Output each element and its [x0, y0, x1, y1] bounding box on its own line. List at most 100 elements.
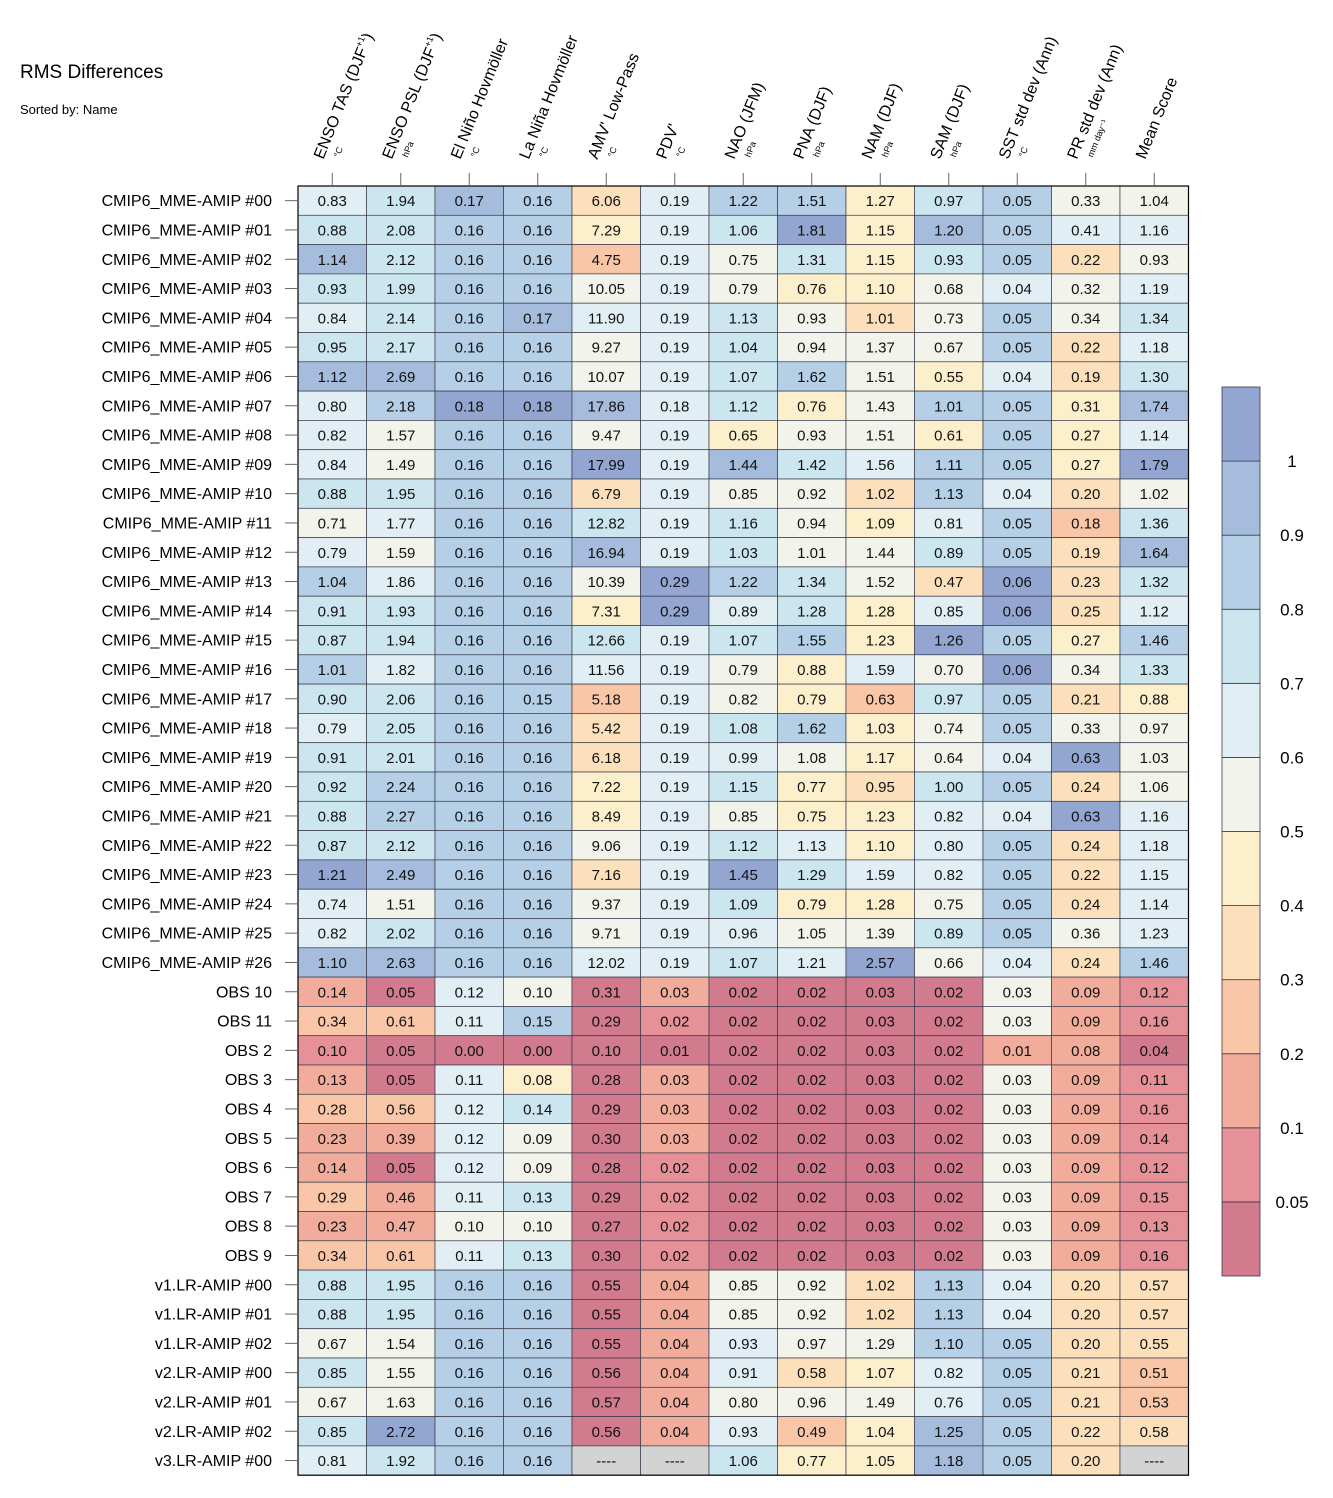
- cell-value: 0.10: [592, 1043, 621, 1060]
- heatmap-cell: [982, 449, 1052, 480]
- heatmap-cell: [503, 361, 573, 392]
- cell-value: 0.20: [1071, 1453, 1100, 1470]
- cell-value: 0.03: [660, 1131, 689, 1148]
- cell-value: 0.89: [934, 926, 963, 943]
- heatmap-cell: [640, 918, 710, 949]
- cell-value: 1.54: [386, 1336, 415, 1353]
- cell-value: 0.16: [455, 926, 484, 943]
- cell-value: 0.19: [660, 369, 689, 386]
- cell-value: 9.47: [592, 428, 621, 445]
- cell-value: 0.04: [1003, 486, 1032, 503]
- cell-value: 1.95: [386, 1277, 415, 1294]
- cell-value: 0.04: [1140, 1043, 1169, 1060]
- column-header: ENSO PSL (DJF+1)hPa: [380, 31, 446, 162]
- cell-value: 1.51: [386, 896, 415, 913]
- cell-value: 0.13: [1140, 1219, 1169, 1236]
- cell-value: 0.29: [592, 1014, 621, 1031]
- cell-value: 0.05: [1003, 926, 1032, 943]
- cell-value: 0.15: [523, 1014, 552, 1031]
- cell-value: 1.12: [318, 369, 347, 386]
- cell-value: 1.16: [1140, 222, 1169, 239]
- heatmap-cell: [914, 947, 984, 978]
- heatmap-cell: [366, 332, 436, 363]
- heatmap-cell: [1051, 1181, 1121, 1212]
- heatmap-cell: [366, 625, 436, 656]
- cell-value: 1.16: [729, 515, 758, 532]
- column-header: AMV' Low-Pass°C: [585, 51, 643, 162]
- heatmap-cell: [845, 390, 915, 421]
- heatmap-cell: [366, 1035, 436, 1066]
- heatmap-cell: [640, 654, 710, 685]
- cell-value: 12.02: [587, 955, 625, 972]
- cell-value: 1.59: [866, 867, 895, 884]
- heatmap-cell: [640, 713, 710, 744]
- heatmap-cell: [640, 449, 710, 480]
- heatmap-cell: [297, 625, 367, 656]
- cell-value: 0.16: [455, 1277, 484, 1294]
- cell-value: 0.16: [523, 193, 552, 210]
- heatmap-cell: [503, 1211, 573, 1242]
- cell-value: 0.03: [1003, 1131, 1032, 1148]
- cell-value: 0.16: [523, 721, 552, 738]
- cell-value: 0.16: [455, 486, 484, 503]
- row-label: CMIP6_MME-AMIP #22: [102, 838, 273, 855]
- cell-value: 0.22: [1071, 340, 1100, 357]
- cell-value: 1.04: [729, 340, 758, 357]
- row-label: CMIP6_MME-AMIP #15: [102, 633, 273, 650]
- cell-value: 1.01: [866, 310, 895, 327]
- cell-value: 0.25: [1071, 603, 1100, 620]
- heatmap-cell: [571, 976, 641, 1007]
- heatmap-cell: [845, 859, 915, 890]
- heatmap-cell: [914, 478, 984, 509]
- cell-value: 0.82: [934, 1365, 963, 1382]
- cell-value: 0.85: [318, 1424, 347, 1441]
- heatmap-cell: [708, 332, 778, 363]
- cell-value: 1.23: [1140, 926, 1169, 943]
- cell-value: 1.86: [386, 574, 415, 591]
- cell-value: 1.03: [866, 721, 895, 738]
- heatmap-cell: [571, 654, 641, 685]
- heatmap-cell: [434, 800, 504, 831]
- row-label: v2.LR-AMIP #01: [155, 1394, 272, 1411]
- cell-value: 0.01: [1003, 1043, 1032, 1060]
- heatmap-cell: [297, 1240, 367, 1271]
- cell-value: 0.03: [660, 1072, 689, 1089]
- cell-value: 0.02: [660, 1189, 689, 1206]
- heatmap-cell: [366, 244, 436, 275]
- heatmap-cell: [914, 1299, 984, 1330]
- heatmap-cell: [640, 478, 710, 509]
- heatmap-cell: [434, 1240, 504, 1271]
- cell-value: 0.03: [866, 1014, 895, 1031]
- heatmap-cell: [845, 214, 915, 245]
- heatmap-cell: [777, 654, 847, 685]
- row-label: CMIP6_MME-AMIP #09: [102, 457, 273, 474]
- cell-value: 0.05: [386, 1043, 415, 1060]
- cell-value: 1.28: [797, 603, 826, 620]
- cell-value: 1.28: [866, 896, 895, 913]
- cell-value: 1.22: [729, 193, 758, 210]
- cell-value: 0.02: [729, 1043, 758, 1060]
- cell-value: 0.88: [318, 1307, 347, 1324]
- colorbar-bin: [1221, 1053, 1261, 1129]
- heatmap-cell: [1119, 918, 1189, 949]
- heatmap-cell: [434, 683, 504, 714]
- cell-value: 0.08: [523, 1072, 552, 1089]
- cell-value: 0.16: [455, 574, 484, 591]
- colorbar-bin: [1221, 905, 1261, 981]
- cell-value: 1.28: [866, 603, 895, 620]
- colorbar-tick-label: 0.4: [1280, 897, 1304, 916]
- heatmap-cell: [640, 888, 710, 919]
- heatmap-cell: [640, 800, 710, 831]
- cell-value: 0.71: [318, 515, 347, 532]
- cell-value: 0.12: [455, 1160, 484, 1177]
- heatmap-cell: [366, 1093, 436, 1124]
- cell-value: 0.57: [592, 1394, 621, 1411]
- colorbar-tick-label: 0.2: [1280, 1045, 1304, 1064]
- heatmap-cell: [503, 683, 573, 714]
- cell-value: 0.96: [729, 926, 758, 943]
- cell-value: 0.56: [592, 1424, 621, 1441]
- cell-value: 0.03: [1003, 1101, 1032, 1118]
- cell-value: 1.10: [866, 838, 895, 855]
- heatmap-cell: [914, 1386, 984, 1417]
